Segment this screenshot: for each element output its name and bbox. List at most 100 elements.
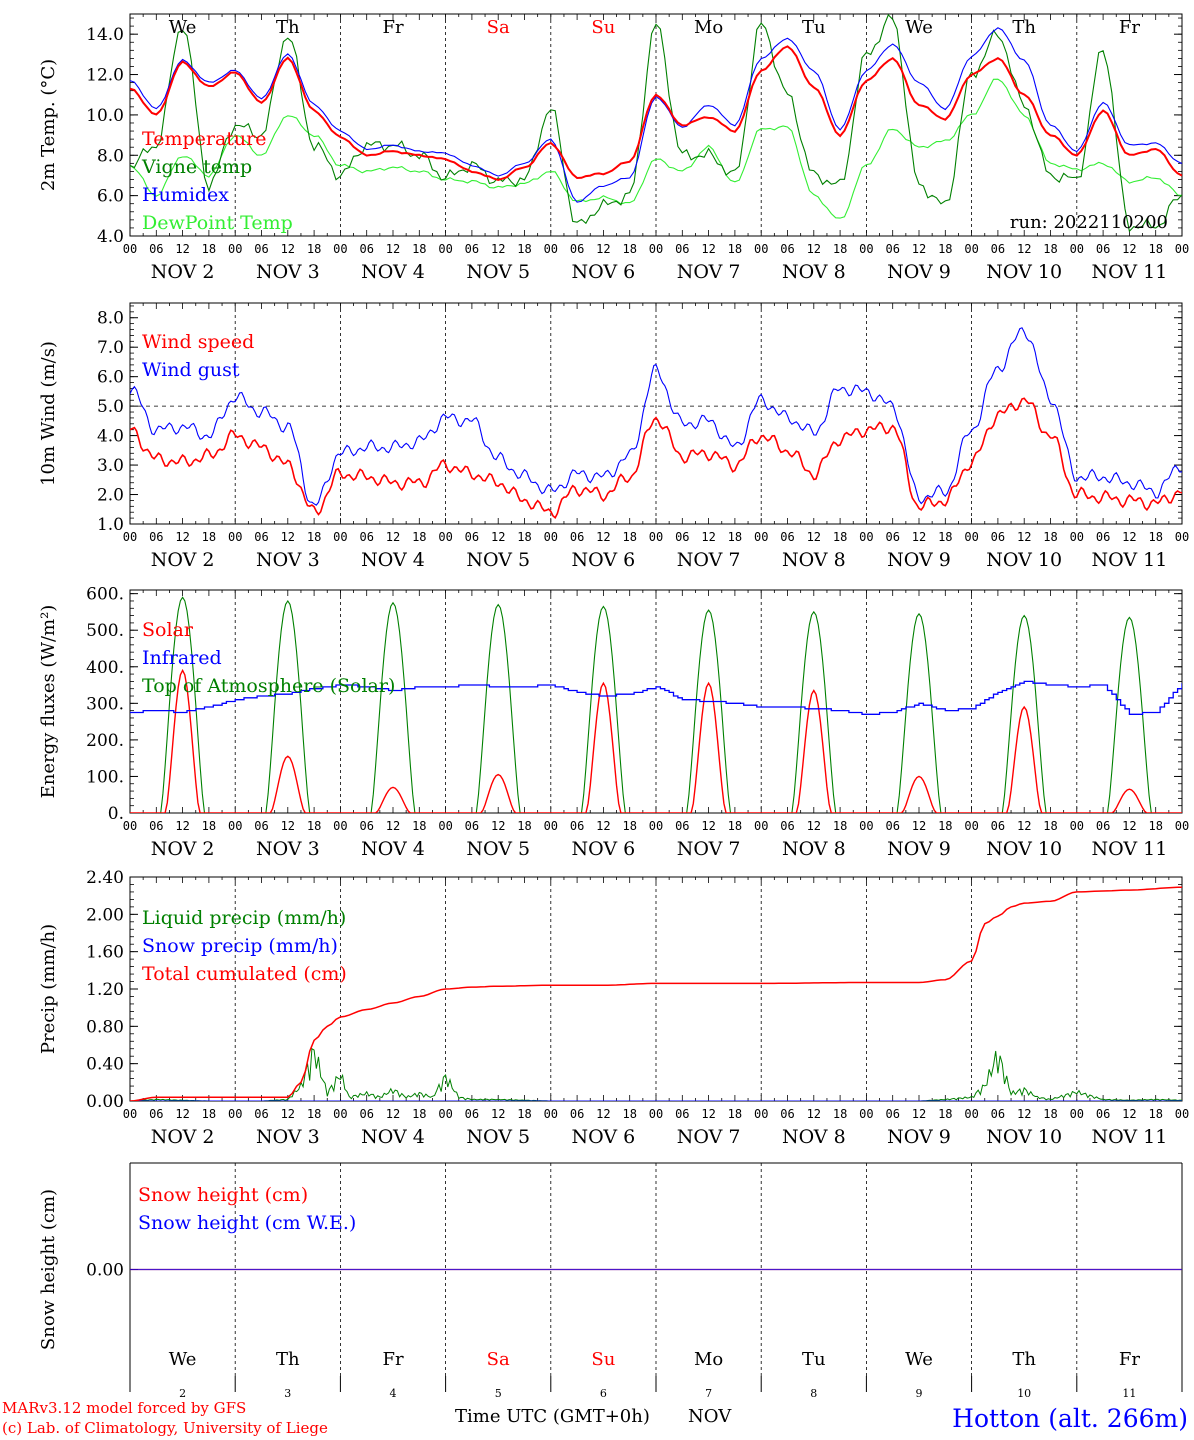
y-tick-label: 12.0 (86, 66, 124, 86)
hour-tick-label: 18 (412, 530, 426, 544)
date-label: NOV 3 (256, 1126, 320, 1148)
hour-tick-label: 00 (1175, 530, 1189, 544)
date-label: NOV 2 (151, 261, 215, 283)
y-tick-label: 400. (86, 658, 124, 678)
date-label: NOV 11 (1091, 838, 1167, 860)
weekday-label: We (905, 17, 933, 38)
legend-entry: DewPoint Temp (142, 212, 293, 234)
date-label: NOV 11 (1091, 261, 1167, 283)
date-label: NOV 5 (466, 838, 530, 860)
hour-tick-label: 12 (491, 242, 505, 256)
date-label: NOV 4 (361, 261, 425, 283)
hour-tick-label: 18 (728, 1107, 742, 1121)
date-label: NOV 2 (151, 549, 215, 571)
hour-tick-label: 00 (1175, 1107, 1189, 1121)
hour-tick-label: 12 (1122, 242, 1136, 256)
hour-tick-label: 06 (991, 1107, 1005, 1121)
hour-tick-label: 06 (991, 530, 1005, 544)
hour-tick-label: 06 (149, 242, 163, 256)
weekday-label: Fr (1119, 17, 1140, 38)
hour-tick-label: 06 (1096, 1107, 1110, 1121)
hour-tick-label: 18 (517, 242, 531, 256)
series-line-wind_speed (130, 397, 1182, 519)
date-label: NOV 9 (887, 261, 951, 283)
hour-tick-label: 18 (833, 530, 847, 544)
y-tick-label: 200. (86, 731, 124, 751)
weekday-label: Th (276, 1349, 300, 1370)
y-tick-label: 5.0 (97, 397, 124, 417)
day-number: 9 (916, 1387, 923, 1400)
series-line-infrared (130, 680, 1182, 715)
date-label: NOV 10 (986, 549, 1062, 571)
y-tick-label: 0.00 (86, 1261, 124, 1281)
hour-tick-label: 12 (281, 242, 295, 256)
weekday-label: Mo (694, 1349, 723, 1370)
date-label: NOV 4 (361, 549, 425, 571)
legend-entry: Snow precip (mm/h) (142, 935, 338, 957)
legend-entry: Humidex (142, 184, 229, 206)
credit-line-2: (c) Lab. of Climatology, University of L… (2, 1419, 328, 1437)
hour-tick-label: 18 (938, 1107, 952, 1121)
hour-tick-label: 18 (622, 1107, 636, 1121)
hour-tick-label: 18 (202, 242, 216, 256)
hour-tick-label: 00 (649, 1107, 663, 1121)
hour-tick-label: 12 (807, 530, 821, 544)
date-label: NOV 7 (677, 261, 741, 283)
hour-tick-label: 12 (491, 819, 505, 833)
hour-tick-label: 12 (1017, 1107, 1031, 1121)
hour-tick-label: 12 (701, 242, 715, 256)
y-tick-label: 4.0 (97, 227, 124, 247)
hour-tick-label: 00 (228, 530, 242, 544)
y-tick-label: 0.40 (86, 1055, 124, 1075)
hour-tick-label: 12 (701, 819, 715, 833)
legend-entry: Total cumulated (cm) (142, 963, 347, 985)
hour-tick-label: 00 (123, 530, 137, 544)
hour-tick-label: 12 (1122, 819, 1136, 833)
hour-tick-label: 06 (885, 242, 899, 256)
y-tick-label: 300. (86, 694, 124, 714)
hour-tick-label: 00 (123, 819, 137, 833)
y-tick-label: 6.0 (97, 187, 124, 207)
hour-tick-label: 18 (728, 819, 742, 833)
hour-tick-label: 18 (833, 819, 847, 833)
y-tick-label: 1.60 (86, 943, 124, 963)
hour-tick-label: 06 (570, 1107, 584, 1121)
date-label: NOV 6 (572, 261, 636, 283)
hour-tick-label: 18 (1148, 242, 1162, 256)
hour-tick-label: 12 (1017, 819, 1031, 833)
date-label: NOV 10 (986, 261, 1062, 283)
hour-tick-label: 18 (1148, 819, 1162, 833)
hour-tick-label: 00 (438, 1107, 452, 1121)
hour-tick-label: 06 (465, 1107, 479, 1121)
run-annotation: run: 2022110200 (1010, 212, 1168, 233)
hour-tick-label: 06 (570, 530, 584, 544)
weekday-label: We (905, 1349, 933, 1370)
hour-tick-label: 18 (307, 1107, 321, 1121)
hour-tick-label: 18 (307, 530, 321, 544)
energy-panel: 00 06 12 18 NOV 2 00 06 12 18 NOV 3 00 06 12 18 NOV 4 0… (38, 585, 1189, 860)
wind-panel: 00 06 12 18 NOV 2 00 06 12 18 NOV 3 00 06 12 18 NOV 4 0… (38, 302, 1189, 571)
hour-tick-label: 06 (359, 242, 373, 256)
hour-tick-label: 18 (833, 242, 847, 256)
hour-tick-label: 18 (517, 819, 531, 833)
legend-entry: Liquid precip (mm/h) (142, 907, 346, 929)
weekday-label: Fr (382, 1349, 403, 1370)
hour-tick-label: 06 (780, 819, 794, 833)
hour-tick-label: 12 (1122, 1107, 1136, 1121)
date-label: NOV 9 (887, 549, 951, 571)
hour-tick-label: 00 (1070, 242, 1084, 256)
y-tick-label: 3.0 (97, 456, 124, 476)
date-label: NOV 3 (256, 838, 320, 860)
hour-tick-label: 00 (859, 819, 873, 833)
hour-tick-label: 00 (228, 1107, 242, 1121)
hour-tick-label: 18 (1043, 530, 1057, 544)
hour-tick-label: 18 (622, 242, 636, 256)
hour-tick-label: 00 (544, 1107, 558, 1121)
hour-tick-label: 18 (1043, 242, 1057, 256)
hour-tick-label: 06 (885, 819, 899, 833)
hour-tick-label: 18 (1148, 530, 1162, 544)
hour-tick-label: 06 (465, 819, 479, 833)
hour-tick-label: 00 (964, 242, 978, 256)
hour-tick-label: 12 (1017, 242, 1031, 256)
hour-tick-label: 06 (254, 242, 268, 256)
